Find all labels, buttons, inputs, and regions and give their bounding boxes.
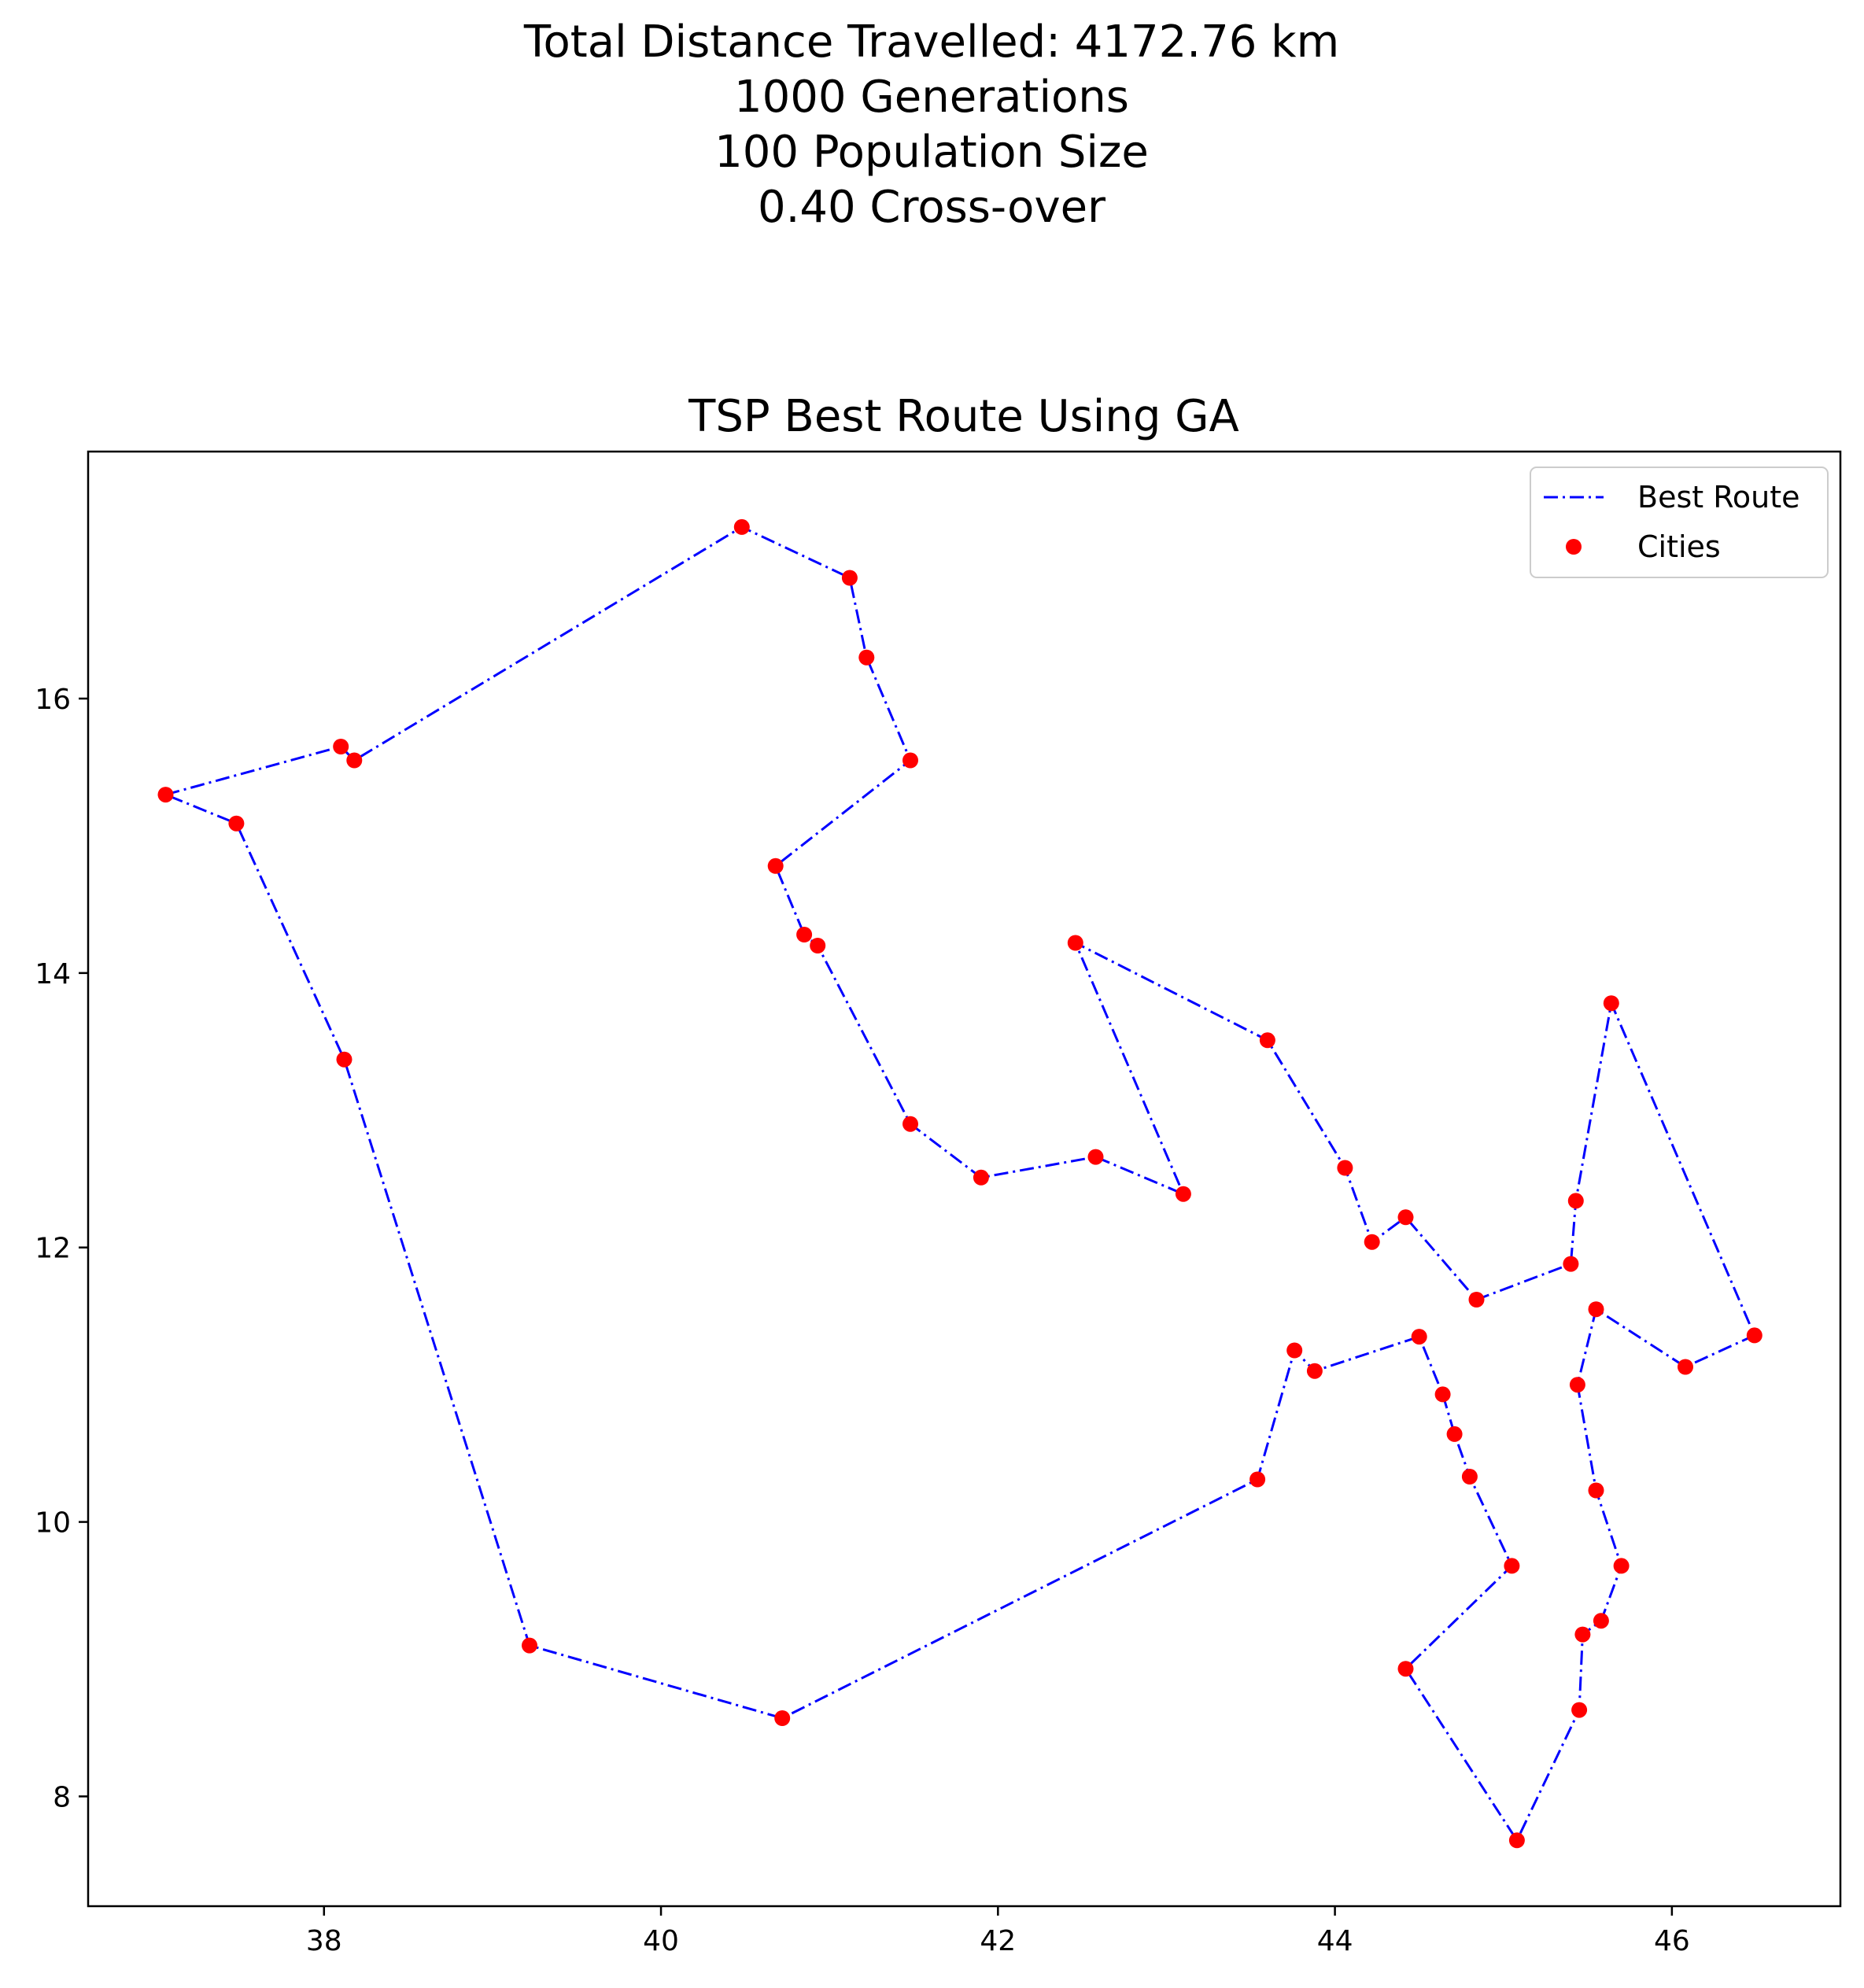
city-point [1574,1626,1591,1643]
city-point [1249,1471,1266,1488]
city-point [1397,1209,1414,1226]
city-point [1337,1160,1353,1176]
legend: Best Route Cities [1530,467,1829,578]
city-point [1397,1661,1414,1677]
city-point [1461,1469,1478,1485]
city-point [774,1710,791,1726]
city-point [733,518,750,535]
axes-frame [87,450,1842,1908]
cities-layer [157,518,1762,1849]
city-point [1446,1426,1463,1442]
city-point [1588,1301,1604,1318]
city-point [333,739,349,754]
y-tick-label: 10 [35,1507,71,1540]
city-point [973,1169,989,1186]
city-point [1603,995,1619,1012]
city-point [157,787,174,803]
city-point [1504,1558,1520,1574]
city-point [336,1051,352,1068]
city-point [1567,1193,1584,1209]
city-point [1508,1832,1525,1849]
y-tick-label: 12 [35,1233,71,1265]
city-point [1411,1329,1427,1345]
x-tick-label: 38 [306,1925,342,1957]
city-point [902,1116,918,1132]
city-point [1087,1149,1104,1165]
y-tick-label: 14 [35,958,71,990]
legend-route-label: Best Route [1637,480,1800,515]
city-point [1286,1342,1303,1359]
suptitle-line-population: 100 Population Size [714,127,1149,178]
city-point [902,752,918,769]
y-axis: 8 10 12 14 16 [35,684,88,1813]
city-point [1593,1613,1609,1629]
city-point [1678,1359,1693,1375]
city-point [858,649,875,666]
y-tick-label: 8 [53,1781,71,1813]
city-point [1613,1558,1630,1574]
legend-cities-swatch [1566,539,1582,555]
city-point [1746,1327,1762,1344]
legend-box [1530,467,1829,578]
city-point [1067,935,1083,951]
city-point [1563,1256,1579,1272]
city-point [1569,1377,1585,1393]
y-tick-label: 16 [35,684,71,716]
suptitle-line-distance: Total Distance Travelled: 4172.76 km [523,17,1339,68]
x-tick-label: 42 [980,1925,1016,1957]
x-tick-label: 44 [1317,1925,1353,1957]
city-point [1306,1363,1323,1379]
city-point [767,858,784,874]
city-point [1364,1234,1380,1250]
x-axis: 38 40 42 44 46 [306,1906,1690,1957]
city-point [346,752,363,769]
city-point [1571,1702,1588,1718]
city-point [1175,1186,1191,1202]
legend-cities-label: Cities [1637,529,1721,564]
x-tick-label: 46 [1654,1925,1690,1957]
city-point [841,570,858,586]
city-point [796,927,813,942]
city-point [810,938,826,953]
plot-area [157,518,1762,1849]
city-point [1588,1482,1604,1499]
suptitle-line-generations: 1000 Generations [734,72,1129,123]
suptitle: Total Distance Travelled: 4172.76 km 100… [523,17,1339,233]
suptitle-line-crossover: 0.40 Cross-over [758,182,1106,233]
city-point [1434,1386,1451,1403]
city-point [522,1637,537,1654]
x-tick-label: 40 [643,1925,679,1957]
city-point [228,815,245,832]
chart-title: TSP Best Route Using GA [688,391,1239,442]
city-point [1259,1032,1275,1049]
city-point [1468,1292,1485,1308]
